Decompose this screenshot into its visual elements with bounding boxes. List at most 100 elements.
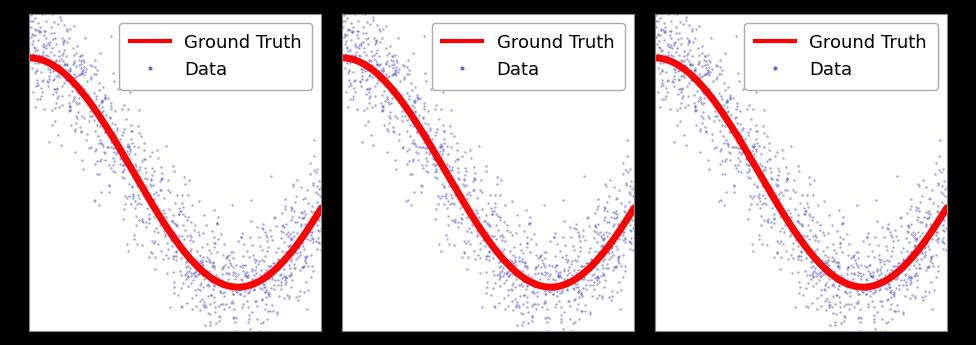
- Point: [576, 173, 591, 179]
- Point: [369, 47, 385, 52]
- Point: [255, 227, 270, 232]
- Point: [657, 52, 672, 58]
- Point: [397, 107, 413, 112]
- Point: [68, 120, 84, 126]
- Point: [448, 181, 464, 187]
- Point: [882, 284, 898, 290]
- Point: [379, 52, 394, 58]
- Point: [707, 119, 722, 124]
- Point: [24, 31, 40, 37]
- Point: [922, 257, 938, 262]
- Point: [590, 279, 606, 285]
- Point: [921, 263, 937, 268]
- Point: [613, 263, 629, 269]
- Point: [519, 299, 535, 305]
- Point: [701, 64, 716, 70]
- Point: [26, 33, 42, 38]
- Point: [705, 99, 720, 105]
- Point: [484, 211, 500, 217]
- Point: [240, 272, 256, 277]
- Point: [700, 68, 715, 73]
- Point: [29, 48, 45, 53]
- Point: [779, 164, 794, 169]
- Point: [133, 178, 148, 183]
- Point: [254, 286, 269, 292]
- Point: [427, 158, 443, 163]
- Point: [522, 215, 538, 220]
- Point: [427, 174, 443, 179]
- Point: [722, 129, 738, 135]
- Point: [235, 263, 251, 268]
- Point: [301, 263, 316, 269]
- Point: [304, 229, 319, 235]
- Point: [573, 263, 589, 268]
- Point: [915, 254, 931, 260]
- Point: [368, 39, 384, 45]
- Point: [392, 99, 408, 105]
- Point: [671, 91, 686, 97]
- Point: [71, 62, 87, 67]
- Point: [344, 29, 359, 35]
- Point: [928, 233, 944, 238]
- Point: [460, 228, 475, 234]
- Point: [308, 238, 324, 244]
- Point: [820, 254, 835, 260]
- Point: [195, 272, 211, 278]
- Point: [621, 169, 636, 175]
- Point: [368, 58, 384, 63]
- Point: [115, 158, 131, 163]
- Point: [759, 242, 775, 247]
- Point: [552, 272, 568, 277]
- Point: [790, 244, 805, 249]
- Point: [791, 256, 806, 262]
- Point: [900, 224, 915, 229]
- Point: [100, 132, 115, 138]
- Point: [309, 222, 325, 227]
- Point: [360, 118, 376, 124]
- Point: [146, 196, 162, 202]
- Point: [293, 267, 308, 273]
- Point: [793, 254, 809, 259]
- Point: [900, 210, 915, 215]
- Point: [48, 118, 63, 124]
- Point: [559, 287, 575, 293]
- Point: [65, 45, 81, 50]
- Point: [220, 255, 235, 260]
- Point: [436, 128, 452, 134]
- Point: [551, 274, 567, 280]
- Point: [536, 300, 551, 306]
- Point: [352, 53, 368, 59]
- Point: [893, 214, 909, 220]
- Point: [500, 273, 515, 278]
- Point: [50, 93, 65, 99]
- Point: [697, 53, 712, 59]
- Point: [917, 249, 933, 255]
- Point: [848, 339, 864, 345]
- Point: [456, 249, 471, 255]
- Point: [261, 308, 276, 313]
- Point: [372, 39, 387, 45]
- Point: [580, 214, 595, 220]
- Point: [747, 193, 762, 198]
- Point: [359, 53, 375, 58]
- Point: [501, 304, 516, 309]
- Point: [894, 260, 910, 266]
- Point: [143, 177, 159, 183]
- Point: [694, 120, 710, 126]
- Point: [383, 109, 398, 115]
- Point: [357, 68, 373, 73]
- Point: [752, 236, 767, 241]
- Point: [255, 275, 270, 280]
- Point: [664, 36, 679, 41]
- Point: [802, 213, 818, 219]
- Point: [820, 297, 835, 302]
- Point: [775, 148, 791, 153]
- Point: [414, 162, 429, 168]
- Point: [700, 70, 715, 75]
- Point: [172, 211, 187, 217]
- Point: [153, 176, 169, 181]
- Point: [735, 149, 751, 154]
- Point: [375, 67, 390, 72]
- Point: [819, 245, 834, 250]
- Point: [192, 298, 208, 304]
